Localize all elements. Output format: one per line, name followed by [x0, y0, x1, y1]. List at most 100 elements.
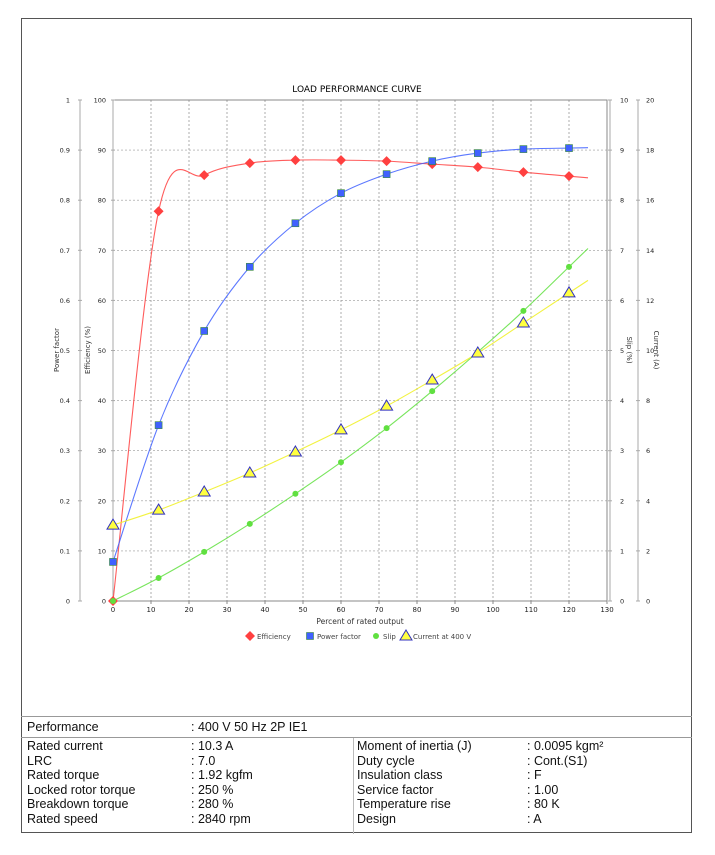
slip-point: [338, 459, 344, 466]
current-tick-label: 0: [646, 598, 650, 606]
slip-tick-label: 4: [620, 397, 624, 405]
x-tick-label: 90: [451, 606, 460, 614]
spec-label: Locked rotor torque: [27, 782, 136, 797]
power-factor-tick-label: 0.4: [60, 397, 70, 405]
slip-tick-label: 1: [620, 547, 624, 555]
power-factor-point: [246, 263, 254, 271]
slip-point: [520, 307, 527, 314]
efficiency-tick-label: 90: [98, 147, 106, 155]
power-factor-tick-label: 0.3: [60, 447, 70, 455]
power-factor-tick-label: 0: [66, 598, 70, 606]
performance-label: Performance: [27, 720, 99, 734]
spec-label: Rated current: [27, 739, 103, 753]
spec-value: : 7.0: [191, 753, 216, 768]
x-tick-label: 10: [147, 606, 156, 614]
spec-value: : 0.0095 kgm²: [527, 739, 604, 753]
power-factor-point: [428, 157, 437, 165]
x-tick-label: 60: [337, 606, 346, 614]
current-at-400-v-point: [197, 485, 212, 497]
legend-label: Efficiency: [257, 633, 291, 641]
current-tick-label: 2: [646, 547, 650, 555]
power-factor-point: [306, 632, 314, 640]
current-tick-label: 12: [646, 297, 654, 305]
slip-point: [566, 263, 572, 270]
spec-label: Service factor: [357, 782, 434, 797]
slip-tick-label: 5: [620, 347, 624, 355]
slip-point: [292, 490, 299, 497]
current-tick-label: 16: [646, 197, 654, 205]
slip-point: [373, 633, 379, 639]
spec-label: Rated speed: [27, 811, 98, 826]
efficiency-tick-label: 50: [98, 347, 106, 355]
slip-point: [383, 425, 390, 432]
efficiency-point: [199, 170, 210, 181]
efficiency-point: [381, 156, 392, 167]
slip-tick-label: 9: [620, 147, 624, 155]
current-at-400-v-point: [379, 399, 394, 411]
power-factor-tick-label: 1: [66, 97, 70, 105]
efficiency-point: [245, 631, 255, 641]
power-factor-axis-label: Power factor: [53, 328, 61, 372]
current-tick-label: 14: [646, 247, 654, 255]
x-tick-label: 130: [600, 606, 613, 614]
power-factor-tick-label: 0.5: [60, 347, 70, 355]
slip-tick-label: 7: [620, 247, 624, 255]
efficiency-tick-label: 60: [98, 297, 106, 305]
power-factor-tick-label: 0.2: [60, 497, 70, 505]
slip-tick-label: 2: [620, 497, 624, 505]
x-tick-label: 50: [299, 606, 308, 614]
load-performance-chart: LOAD PERFORMANCE CURVE Percent of rated …: [53, 85, 660, 641]
efficiency-point: [153, 206, 164, 217]
performance-value: : 400 V 50 Hz 2P IE1: [191, 720, 308, 734]
efficiency-tick-label: 0: [102, 598, 106, 606]
performance-row: Performance : 400 V 50 Hz 2P IE1: [21, 717, 692, 738]
current-tick-label: 6: [646, 447, 650, 455]
current-tick-label: 18: [646, 147, 654, 155]
spec-label: LRC: [27, 753, 53, 768]
efficiency-tick-label: 70: [98, 247, 106, 255]
current-at-400-v-point: [288, 444, 303, 457]
current-at-400-v-point: [425, 373, 440, 385]
slip-tick-label: 3: [620, 447, 624, 455]
spec-value: : 280 %: [191, 797, 234, 811]
spec-label: Insulation class: [357, 768, 443, 782]
x-tick-label: 40: [261, 606, 270, 614]
spec-table: Performance : 400 V 50 Hz 2P IE1 Rated c…: [21, 716, 692, 834]
power-factor-tick-label: 0.7: [60, 247, 70, 255]
legend-item: Slip: [373, 633, 396, 641]
efficiency-tick-label: 30: [98, 447, 106, 455]
efficiency-tick-label: 80: [98, 197, 106, 205]
power-factor-tick-label: 0.1: [60, 547, 70, 555]
current-at-400-v-point: [562, 285, 576, 298]
power-factor-point: [109, 558, 117, 566]
current-tick-label: 20: [646, 97, 654, 105]
slip-tick-label: 6: [620, 297, 624, 305]
efficiency-tick-label: 10: [98, 547, 106, 555]
power-factor-point: [200, 327, 208, 335]
power-factor-point: [337, 189, 345, 197]
spec-value: : 250 %: [191, 782, 234, 797]
spec-label: Rated torque: [27, 768, 100, 782]
legend-label: Current at 400 V: [413, 633, 471, 641]
efficiency-point: [564, 171, 574, 182]
slip-axis-label: Slip (%): [625, 336, 633, 363]
power-factor-tick-label: 0.6: [60, 297, 70, 305]
efficiency-point: [518, 167, 529, 178]
efficiency-tick-label: 40: [98, 397, 106, 405]
efficiency-axis-label: Efficiency (%): [84, 326, 92, 374]
x-tick-label: 70: [375, 606, 384, 614]
slip-point: [201, 548, 208, 555]
power-factor-point: [519, 145, 528, 153]
power-factor-point: [473, 149, 482, 157]
current-at-400-v-point: [399, 629, 413, 641]
x-tick-label: 80: [413, 606, 422, 614]
spec-value: : 10.3 A: [191, 739, 234, 753]
spec-value: : 2840 rpm: [191, 811, 251, 826]
current-at-400-v-point: [334, 422, 348, 435]
efficiency-tick-label: 100: [94, 97, 106, 105]
current-axis-label: Current (A): [652, 331, 660, 370]
current-at-400-v-point: [470, 346, 485, 358]
efficiency-tick-label: 20: [98, 497, 106, 505]
spec-value: : Cont.(S1): [527, 753, 588, 768]
chart-title: LOAD PERFORMANCE CURVE: [292, 85, 422, 95]
